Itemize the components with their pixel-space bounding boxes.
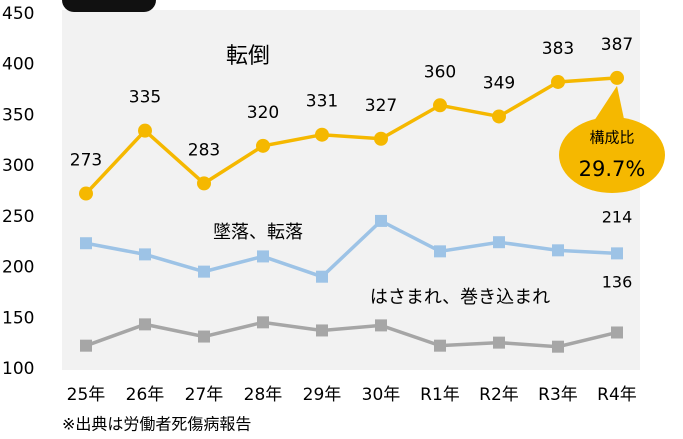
header-tab [62,0,156,12]
marker [139,318,151,331]
data-label: 320 [247,103,279,123]
marker [256,138,270,153]
marker [315,127,329,142]
y-tick-label: 350 [2,105,34,125]
marker [552,244,564,257]
marker [197,176,211,191]
series-label: 転倒 [226,44,270,69]
marker [492,109,506,124]
y-tick-label: 100 [2,359,34,379]
marker [316,270,328,283]
marker [434,339,446,352]
marker [139,248,151,261]
data-label: 383 [542,39,574,59]
x-tick-label: 25年 [67,385,106,405]
data-label: 327 [365,96,397,116]
data-label: 214 [602,208,633,227]
data-label: 387 [601,35,633,55]
marker [434,245,446,258]
note: ※出典は労働者死傷病報告 [62,415,251,434]
data-label: 335 [129,88,161,108]
y-tick-label: 250 [2,207,34,227]
marker [374,131,388,146]
marker [493,236,505,249]
data-label: 283 [188,140,220,160]
callout [559,117,665,193]
y-tick-label: 150 [2,308,34,328]
x-tick-label: R1年 [420,385,460,405]
x-tick-label: 30年 [362,385,401,405]
x-tick-label: 26年 [126,385,165,405]
marker [375,319,387,332]
series-label: 墜落、転落 [213,222,303,243]
marker [611,247,623,260]
y-tick-label: 450 [2,4,34,24]
marker [375,214,387,227]
marker [198,330,210,343]
callout [594,85,624,121]
annotation-value: 29.7% [579,157,646,181]
marker [80,339,92,352]
marker [610,70,624,85]
marker [433,98,447,113]
series-line [85,218,618,279]
marker [79,186,93,201]
y-tick-label: 400 [2,55,34,75]
x-tick-label: R3年 [538,385,578,405]
data-label: 349 [483,73,515,93]
series-line [85,320,618,349]
data-label: 360 [424,62,456,82]
y-tick-label: 300 [2,156,34,176]
x-tick-label: 29年 [303,385,342,405]
marker [257,316,269,329]
marker [80,237,92,250]
x-tick-label: R2年 [479,385,519,405]
x-tick-label: R4年 [597,385,637,405]
annotation-label: 構成比 [589,129,634,147]
plot-area [62,10,640,370]
x-tick-label: 27年 [185,385,224,405]
data-label: 273 [70,151,102,171]
marker [551,74,565,89]
series-label: はさまれ、巻き込まれ [370,287,550,308]
marker [493,336,505,349]
marker [257,250,269,263]
marker [611,326,623,339]
marker [316,324,328,337]
marker [138,123,152,138]
series-line [84,76,618,195]
marker [552,340,564,353]
data-label: 136 [602,273,633,292]
data-label: 331 [306,92,338,112]
y-tick-label: 200 [2,258,34,278]
x-tick-label: 28年 [244,385,283,405]
marker [198,265,210,278]
